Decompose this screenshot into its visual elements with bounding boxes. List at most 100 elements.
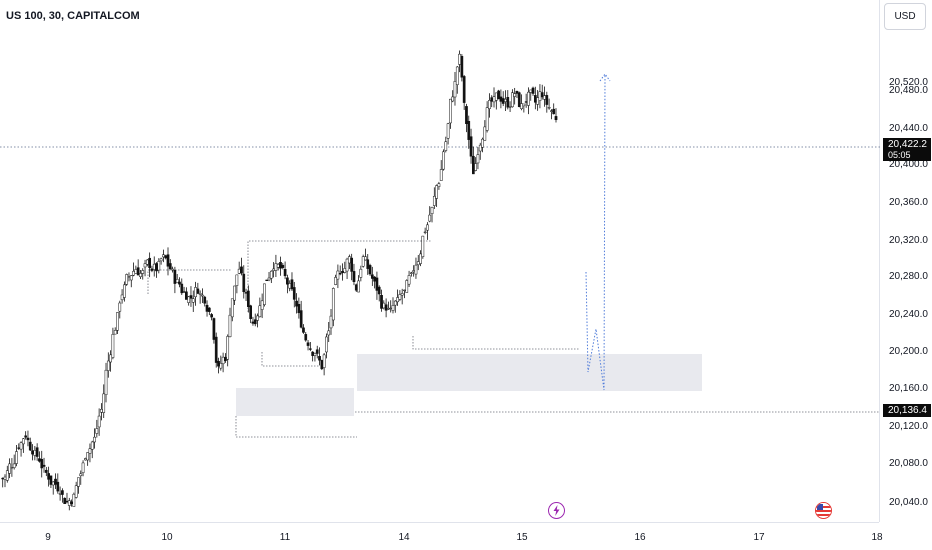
price-tick: 20,120.0 bbox=[889, 421, 928, 432]
candle-body bbox=[162, 254, 165, 258]
candle-body bbox=[226, 336, 230, 360]
candle-body bbox=[56, 481, 60, 492]
candle-body bbox=[476, 154, 480, 164]
candle-body bbox=[102, 393, 106, 413]
candle-body bbox=[10, 466, 14, 469]
currency-button[interactable]: USD bbox=[884, 3, 926, 30]
candle-body bbox=[228, 314, 232, 338]
candle-body bbox=[361, 256, 365, 267]
candle-body bbox=[302, 327, 305, 333]
candle-body bbox=[217, 360, 220, 367]
candle-body bbox=[465, 106, 468, 124]
candle-body bbox=[366, 259, 370, 269]
price-tick: 20,360.0 bbox=[889, 197, 928, 208]
candle-body bbox=[159, 258, 163, 262]
candle-body bbox=[536, 97, 539, 105]
candle-body bbox=[28, 441, 32, 451]
candle-body bbox=[72, 493, 76, 507]
candle-body bbox=[212, 318, 216, 340]
candle-body bbox=[320, 360, 324, 370]
candle-body bbox=[522, 103, 526, 107]
candle-body bbox=[290, 279, 294, 290]
candle-body bbox=[230, 298, 234, 318]
candle-body bbox=[150, 268, 154, 271]
candle-body bbox=[219, 362, 223, 369]
candle-body bbox=[318, 356, 321, 361]
candle-body bbox=[168, 263, 172, 270]
price-tick: 20,320.0 bbox=[889, 235, 928, 246]
candle-body bbox=[435, 185, 438, 199]
candle-body bbox=[127, 276, 131, 278]
candle-body bbox=[414, 264, 418, 275]
candle-body bbox=[106, 360, 110, 371]
projection-path[interactable] bbox=[585, 73, 611, 391]
candle-body bbox=[540, 92, 544, 98]
candle-body bbox=[279, 262, 282, 269]
candle-body bbox=[515, 91, 519, 94]
candle-body bbox=[129, 275, 133, 281]
candle-body bbox=[145, 259, 149, 265]
candle-body bbox=[265, 279, 269, 282]
candle-body bbox=[70, 501, 73, 504]
demand-zone-upper[interactable] bbox=[357, 354, 702, 391]
candle-body bbox=[5, 470, 9, 481]
candle-body bbox=[286, 277, 289, 285]
candle-body bbox=[224, 356, 227, 361]
candle-body bbox=[412, 270, 416, 273]
candle-body bbox=[405, 280, 409, 293]
candle-body bbox=[304, 334, 308, 341]
candle-body bbox=[513, 93, 517, 97]
candle-body bbox=[485, 107, 489, 131]
candle-body bbox=[189, 295, 193, 299]
candle-body bbox=[178, 281, 181, 285]
candle-body bbox=[315, 349, 319, 354]
candle-body bbox=[104, 369, 108, 395]
candle-body bbox=[51, 481, 55, 486]
us-flag-event-icon[interactable] bbox=[815, 502, 832, 519]
candle-body bbox=[276, 264, 280, 268]
candle-body bbox=[520, 103, 523, 109]
candle-body bbox=[359, 268, 363, 278]
candle-body bbox=[201, 294, 204, 297]
candle-body bbox=[329, 315, 333, 329]
candle-body bbox=[446, 123, 450, 139]
candle-body bbox=[370, 274, 374, 279]
candle-body bbox=[364, 256, 367, 261]
candle-body bbox=[95, 428, 99, 434]
candle-body bbox=[136, 267, 140, 276]
candle-body bbox=[393, 300, 397, 306]
flag-icon bbox=[816, 503, 831, 518]
candle-body bbox=[297, 304, 301, 314]
candle-body bbox=[173, 269, 177, 284]
candle-body bbox=[269, 270, 273, 279]
candle-body bbox=[460, 56, 464, 78]
candle-body bbox=[550, 110, 553, 112]
candle-body bbox=[389, 307, 393, 310]
candle-body bbox=[240, 266, 243, 274]
demand-zone-lower[interactable] bbox=[236, 388, 354, 416]
candle-body bbox=[488, 100, 491, 109]
candle-body bbox=[237, 268, 241, 274]
candle-body bbox=[497, 90, 500, 100]
candle-body bbox=[175, 279, 179, 283]
candle-body bbox=[67, 500, 71, 506]
candle-body bbox=[109, 354, 112, 363]
candle-body bbox=[63, 497, 67, 504]
candle-body bbox=[86, 452, 90, 461]
lightning-event-icon[interactable] bbox=[548, 502, 565, 519]
candle-body bbox=[398, 294, 402, 300]
candle-body bbox=[343, 268, 347, 273]
candle-body bbox=[19, 442, 23, 450]
candle-body bbox=[350, 257, 354, 272]
candle-body bbox=[1, 477, 5, 480]
candle-body bbox=[455, 66, 459, 85]
candle-body bbox=[288, 283, 292, 289]
candle-body bbox=[260, 300, 264, 310]
candle-body bbox=[116, 312, 119, 331]
candle-body bbox=[49, 475, 53, 485]
candle-body bbox=[111, 334, 115, 358]
candle-body bbox=[341, 270, 344, 274]
candle-body bbox=[426, 224, 429, 231]
